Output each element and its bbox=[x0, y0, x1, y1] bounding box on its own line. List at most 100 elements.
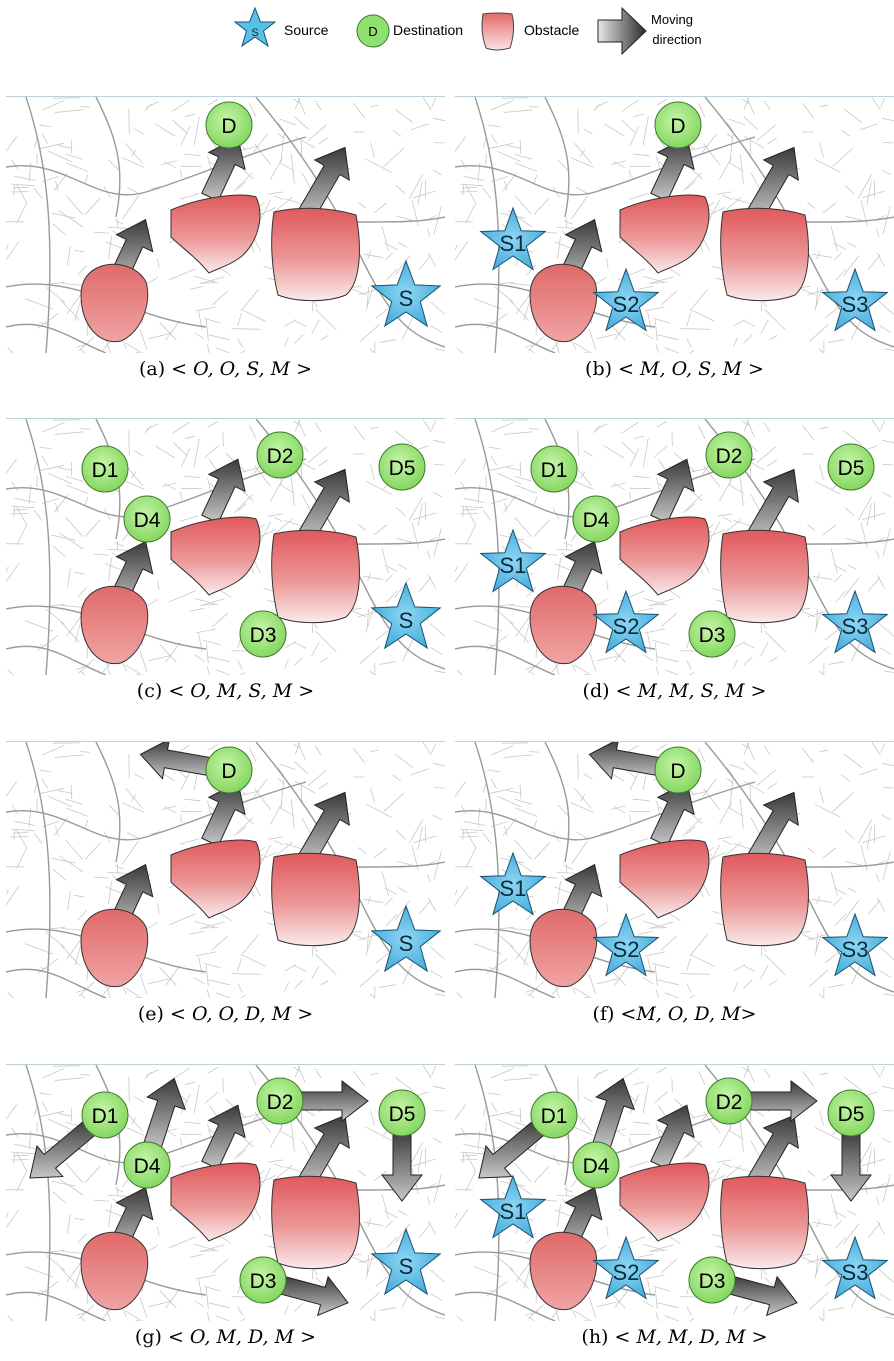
source-label: S1 bbox=[500, 876, 527, 901]
destination-circle: D2 bbox=[705, 1077, 753, 1125]
destination-circle: D4 bbox=[572, 495, 620, 543]
source-star: S1 bbox=[479, 528, 547, 593]
caption-e-prefix: (e) bbox=[137, 1003, 164, 1025]
caption-b: (b) < M, O, S, M > bbox=[455, 358, 894, 380]
caption-f: (f) <M, O, D, M> bbox=[455, 1003, 894, 1025]
destination-label: D4 bbox=[583, 509, 610, 532]
legend-moving-label-2: direction bbox=[652, 32, 701, 47]
panel-f: S1 S2 S3 D bbox=[455, 741, 894, 998]
destination-label: D5 bbox=[838, 1103, 865, 1126]
destination-moving-arrow bbox=[139, 742, 214, 780]
destination-circle: D5 bbox=[378, 1089, 426, 1137]
source-label: S3 bbox=[842, 937, 869, 962]
destination-moving-arrow bbox=[746, 1079, 818, 1123]
obstacle bbox=[720, 207, 809, 302]
obstacle-moving-arrow bbox=[650, 1104, 695, 1170]
caption-e: (e) < O, O, D, M > bbox=[6, 1003, 445, 1025]
destination-circle: D bbox=[654, 746, 702, 794]
destination-label: D4 bbox=[583, 1155, 610, 1178]
source-label: S1 bbox=[500, 553, 527, 578]
panel-h: S1 S2 S3 D1 D2 D3 D4 D5 bbox=[455, 1064, 894, 1321]
obstacle-moving-arrow bbox=[650, 458, 695, 524]
caption-g: (g) < O, M, D, M > bbox=[6, 1326, 445, 1348]
caption-a-prefix: (a) bbox=[138, 358, 166, 380]
panel-scene: S1 S2 S3 D bbox=[455, 97, 894, 353]
source-star: S1 bbox=[479, 1174, 547, 1239]
destination-label: D4 bbox=[134, 1155, 161, 1178]
source-label: S bbox=[399, 286, 414, 311]
caption-a-math: < O, O, S, M > bbox=[171, 358, 313, 380]
caption-g-math: < O, M, D, M > bbox=[167, 1326, 317, 1348]
source-star: S3 bbox=[821, 267, 889, 332]
caption-d-prefix: (d) bbox=[582, 680, 610, 702]
street-map bbox=[455, 97, 894, 353]
obstacle bbox=[619, 839, 710, 919]
legend: S Source D Destination Obstacle Moving d… bbox=[233, 6, 702, 56]
destination-label: D5 bbox=[389, 1103, 416, 1126]
caption-a: (a) < O, O, S, M > bbox=[6, 358, 445, 380]
destination-label: D bbox=[670, 115, 685, 138]
destination-label: D3 bbox=[250, 1270, 277, 1293]
destination-label: D2 bbox=[716, 445, 743, 468]
panel-scene: S D1 D2 D3 D4 D5 bbox=[6, 419, 445, 675]
destination-circle: D3 bbox=[239, 1256, 287, 1304]
panel-scene: SD bbox=[6, 742, 445, 998]
obstacle-moving-arrow bbox=[201, 1104, 246, 1170]
source-star: S3 bbox=[821, 1235, 889, 1300]
source-label: S2 bbox=[613, 1260, 640, 1285]
legend-obstacle-label: Obstacle bbox=[524, 22, 579, 38]
panel-scene: SD bbox=[6, 97, 445, 353]
source-star: S3 bbox=[821, 912, 889, 977]
destination-circle: D4 bbox=[123, 1141, 171, 1189]
obstacle-moving-arrow bbox=[650, 136, 695, 202]
caption-g-prefix: (g) bbox=[134, 1326, 162, 1348]
destination-label: D3 bbox=[250, 624, 277, 647]
panel-b: S1 S2 S3 D bbox=[455, 96, 894, 353]
source-label: S bbox=[399, 931, 414, 956]
destination-circle: D bbox=[205, 101, 253, 149]
caption-h-prefix: (h) bbox=[581, 1326, 609, 1348]
source-label: S2 bbox=[613, 614, 640, 639]
obstacle bbox=[80, 908, 149, 988]
obstacle-moving-arrow bbox=[201, 136, 246, 202]
source-star: S bbox=[370, 904, 442, 973]
obstacle bbox=[271, 1175, 360, 1270]
destination-circle: D4 bbox=[572, 1141, 620, 1189]
obstacle bbox=[271, 529, 360, 624]
source-label: S3 bbox=[842, 614, 869, 639]
destination-circle: D5 bbox=[378, 443, 426, 491]
destination-moving-arrow bbox=[29, 1118, 98, 1179]
caption-c: (c) < O, M, S, M > bbox=[6, 680, 445, 702]
destination-circle: D5 bbox=[827, 1089, 875, 1137]
destination-moving-arrow bbox=[297, 1079, 369, 1123]
legend-arrow-icon bbox=[597, 6, 647, 56]
obstacle bbox=[529, 585, 598, 665]
source-star: S1 bbox=[479, 206, 547, 271]
destination-circle: D2 bbox=[256, 431, 304, 479]
obstacle bbox=[720, 852, 809, 947]
legend-destination-label: Destination bbox=[393, 22, 463, 38]
destination-label: D1 bbox=[92, 459, 119, 482]
panel-scene: S1 S2 S3 D1 D2 D3 D4 D5 bbox=[455, 1065, 894, 1321]
destination-circle: D3 bbox=[688, 610, 736, 658]
source-label: S1 bbox=[500, 1199, 527, 1224]
legend-source-label: Source bbox=[284, 22, 329, 38]
destination-moving-arrow bbox=[142, 1077, 187, 1151]
destination-moving-arrow bbox=[588, 742, 663, 780]
destination-label: D bbox=[221, 760, 236, 783]
destination-label: D1 bbox=[541, 1105, 568, 1128]
destination-circle: D bbox=[654, 101, 702, 149]
destination-circle: D bbox=[205, 746, 253, 794]
panel-scene: S1 S2 S3 D1 D2 D3 D4 D5 bbox=[455, 419, 894, 675]
destination-moving-arrow bbox=[591, 1077, 636, 1151]
source-star: S bbox=[370, 1227, 442, 1296]
source-label: S1 bbox=[500, 231, 527, 256]
destination-circle: D1 bbox=[81, 1091, 129, 1139]
obstacle bbox=[80, 263, 149, 343]
destination-moving-arrow bbox=[277, 1275, 349, 1317]
obstacle bbox=[720, 529, 809, 624]
destination-circle: D4 bbox=[123, 495, 171, 543]
source-star: S2 bbox=[592, 589, 660, 654]
panel-c: S D1 D2 D3 D4 D5 bbox=[6, 418, 445, 675]
